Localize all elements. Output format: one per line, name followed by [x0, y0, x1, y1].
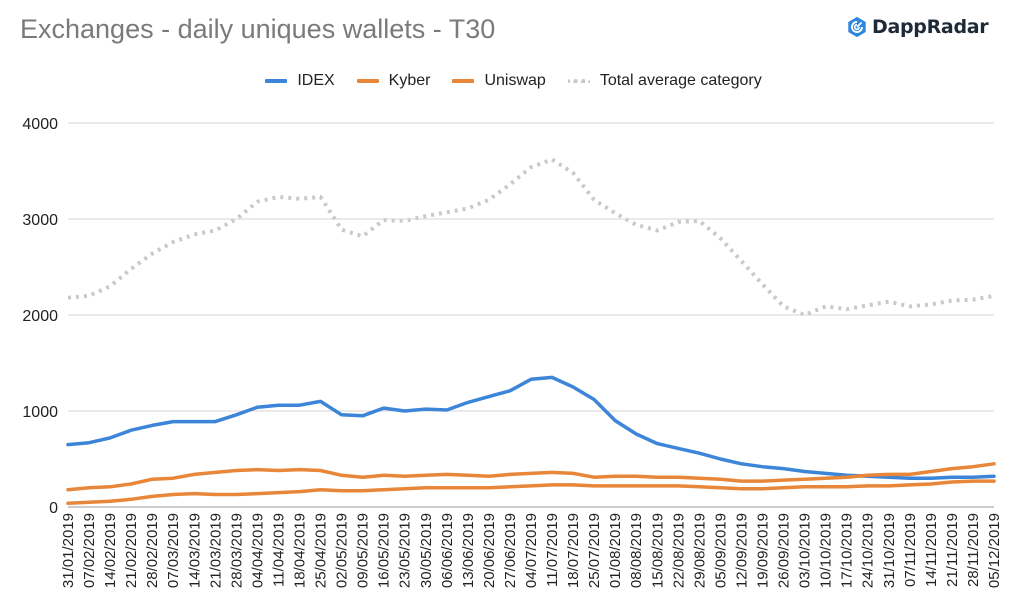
- x-tick-label: 03/10/2019: [797, 513, 814, 588]
- x-tick-label: 02/05/2019: [334, 513, 351, 588]
- brand-logo: DappRadar: [846, 14, 989, 40]
- x-tick-label: 17/10/2019: [839, 513, 856, 588]
- legend-label: IDEX: [297, 72, 335, 89]
- series-line-uniswap: [66, 479, 996, 505]
- x-tick-label: 14/02/2019: [102, 513, 119, 588]
- x-tick-label: 10/10/2019: [818, 513, 835, 588]
- x-tick-label: 09/05/2019: [355, 513, 372, 588]
- x-tick-label: 29/08/2019: [691, 513, 708, 588]
- series-line-idex: [66, 375, 996, 480]
- legend-swatch: [356, 79, 379, 83]
- x-tick-label: 30/05/2019: [418, 513, 435, 588]
- x-tick-label: 28/02/2019: [144, 513, 161, 588]
- x-tick-label: 13/06/2019: [460, 513, 477, 588]
- x-tick-label: 07/02/2019: [81, 513, 98, 588]
- x-tick-label: 05/12/2019: [986, 513, 1003, 588]
- x-tick-label: 06/06/2019: [439, 513, 456, 588]
- x-tick-label: 23/05/2019: [397, 513, 414, 588]
- legend-label: Kyber: [388, 72, 431, 89]
- x-tick-label: 28/03/2019: [228, 513, 245, 588]
- x-tick-label: 27/06/2019: [502, 513, 519, 588]
- y-tick-label: 2000: [22, 308, 58, 325]
- x-tick-label: 14/11/2019: [923, 513, 940, 587]
- x-tick-label: 20/06/2019: [481, 513, 498, 588]
- x-tick-label: 01/08/2019: [607, 513, 624, 588]
- y-tick-label: 1000: [22, 404, 58, 421]
- x-tick-label: 25/07/2019: [586, 513, 603, 588]
- x-tick-label: 31/10/2019: [881, 513, 898, 588]
- x-tick-label: 19/09/2019: [755, 513, 772, 588]
- x-tick-label: 18/07/2019: [565, 513, 582, 588]
- x-tick-label: 26/09/2019: [776, 513, 793, 588]
- dappradar-logo-icon: [848, 16, 866, 38]
- x-tick-label: 28/11/2019: [965, 513, 982, 587]
- y-tick-label: 0: [49, 500, 58, 517]
- x-tick-label: 21/02/2019: [123, 513, 140, 588]
- x-tick-label: 24/10/2019: [860, 513, 877, 588]
- legend-label: Total average category: [599, 72, 762, 89]
- x-tick-label: 04/07/2019: [523, 513, 540, 588]
- x-tick-label: 07/03/2019: [165, 513, 182, 588]
- x-tick-label: 16/05/2019: [376, 513, 393, 588]
- legend-swatch: [452, 79, 475, 83]
- x-tick-label: 21/11/2019: [944, 513, 961, 587]
- legend-item: Uniswap: [452, 72, 546, 90]
- x-tick-label: 11/07/2019: [544, 513, 561, 587]
- legend-swatch: [567, 79, 590, 83]
- legend-label: Uniswap: [484, 72, 546, 89]
- legend-item: Total average category: [567, 72, 762, 90]
- x-tick-label: 08/08/2019: [628, 513, 645, 588]
- x-tick-label: 21/03/2019: [207, 513, 224, 588]
- series-line-total-average-category: [67, 157, 995, 317]
- x-tick-label: 07/11/2019: [902, 513, 919, 587]
- legend-item: IDEX: [265, 72, 335, 90]
- brand-name: DappRadar: [872, 16, 989, 38]
- x-tick-label: 18/04/2019: [292, 513, 309, 588]
- chart-legend: IDEX Kyber Uniswap Total average category: [0, 72, 1027, 90]
- x-tick-label: 14/03/2019: [186, 513, 203, 588]
- legend-item: Kyber: [356, 72, 431, 90]
- x-tick-label: 12/09/2019: [733, 513, 750, 588]
- chart-title: Exchanges - daily uniques wallets - T30: [20, 14, 496, 44]
- x-tick-label: 15/08/2019: [649, 513, 666, 588]
- x-tick-label: 11/04/2019: [270, 513, 287, 587]
- x-tick-label: 05/09/2019: [712, 513, 729, 588]
- x-tick-label: 31/01/2019: [60, 513, 77, 588]
- x-tick-label: 25/04/2019: [313, 513, 330, 588]
- series-line-kyber: [66, 462, 996, 492]
- x-tick-label: 04/04/2019: [249, 513, 266, 588]
- y-tick-label: 3000: [22, 212, 58, 229]
- x-tick-label: 22/08/2019: [670, 513, 687, 588]
- legend-swatch: [265, 79, 288, 83]
- y-tick-label: 4000: [22, 116, 58, 133]
